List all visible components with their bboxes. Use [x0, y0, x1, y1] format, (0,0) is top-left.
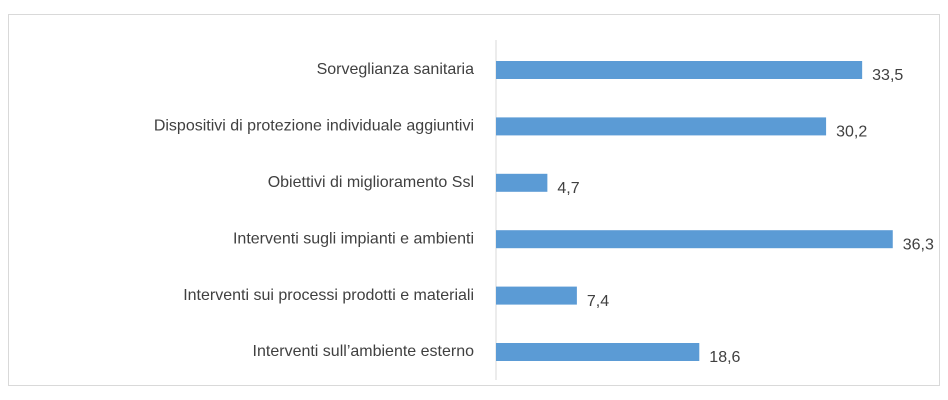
bar	[496, 286, 577, 305]
category-label: Interventi sull’ambiente esterno	[253, 343, 475, 360]
category-label: Interventi sui processi prodotti e mater…	[183, 287, 474, 304]
value-label: 36,3	[903, 236, 934, 253]
category-label: Obiettivi di miglioramento Ssl	[268, 174, 474, 191]
bar	[496, 173, 548, 192]
category-label: Dispositivi di protezione individuale ag…	[154, 118, 474, 135]
category-label: Sorveglianza sanitaria	[317, 61, 475, 78]
bar	[496, 230, 893, 249]
value-label: 4,7	[557, 180, 579, 197]
bar	[496, 61, 863, 79]
value-label: 33,5	[872, 67, 903, 84]
value-label: 30,2	[836, 124, 867, 141]
bar	[496, 117, 827, 136]
category-label: Interventi sugli impianti e ambienti	[233, 230, 474, 247]
value-label: 7,4	[587, 293, 609, 310]
bar	[496, 343, 700, 361]
value-label: 18,6	[709, 349, 740, 366]
